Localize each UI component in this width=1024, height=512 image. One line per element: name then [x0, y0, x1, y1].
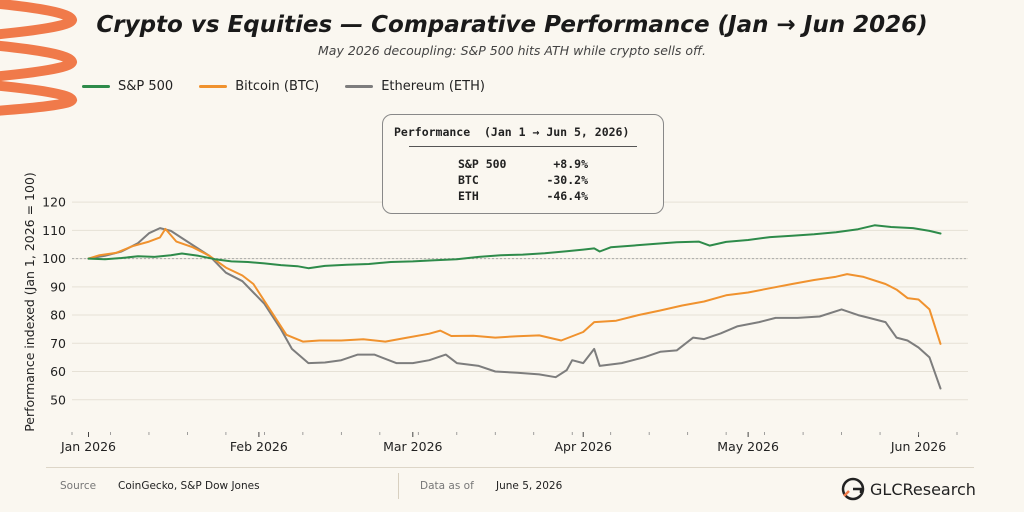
- performance-row-btc: BTC -30.2%: [458, 173, 588, 187]
- x-tick-label: Jan 2026: [60, 439, 116, 454]
- performance-divider: [409, 146, 637, 147]
- brand-logo-arcs: [0, 0, 78, 116]
- y-tick-label: 60: [50, 364, 66, 379]
- footer-source-value: CoinGecko, S&P Dow Jones: [118, 480, 260, 492]
- x-tick-label: Mar 2026: [383, 439, 442, 454]
- legend-item-sp500: S&P 500: [82, 79, 173, 94]
- chart-subtitle: May 2026 decoupling: S&P 500 hits ATH wh…: [318, 43, 706, 58]
- chart-legend: S&P 500 Bitcoin (BTC) Ethereum (ETH): [82, 79, 485, 94]
- x-tick-label: Jun 2026: [890, 439, 946, 454]
- chart-title: Crypto vs Equities — Comparative Perform…: [96, 12, 928, 38]
- performance-label: ETH: [458, 189, 479, 203]
- performance-summary-box: Performance (Jan 1 → Jun 5, 2026) S&P 50…: [382, 114, 664, 214]
- brand-name: GLCResearch: [870, 479, 976, 499]
- brand-logo: GLCResearch: [840, 476, 976, 502]
- footer-separator: [398, 473, 399, 499]
- series-line-eth: [87, 227, 942, 390]
- performance-value: +8.9%: [553, 157, 588, 171]
- y-tick-label: 120: [42, 195, 66, 210]
- footer-asof-value: June 5, 2026: [496, 480, 563, 492]
- performance-label: S&P 500: [458, 157, 507, 171]
- performance-row-eth: ETH -46.4%: [458, 189, 588, 203]
- legend-swatch-eth: [345, 85, 374, 88]
- y-tick-label: 90: [50, 279, 66, 294]
- y-tick-label: 110: [42, 223, 66, 238]
- performance-row-sp500: S&P 500 +8.9%: [458, 157, 588, 171]
- series-line-sp500: [87, 224, 942, 270]
- legend-item-btc: Bitcoin (BTC): [199, 79, 319, 94]
- x-tick-label: May 2026: [717, 439, 779, 454]
- performance-value: -46.4%: [546, 189, 588, 203]
- y-tick-label: 70: [50, 336, 66, 351]
- footer-asof-label: Data as of: [420, 480, 474, 492]
- performance-heading: Performance (Jan 1 → Jun 5, 2026): [394, 125, 630, 139]
- brand-mark-icon: [841, 477, 865, 501]
- legend-label-sp500: S&P 500: [118, 79, 174, 94]
- y-tick-label: 100: [42, 251, 66, 266]
- y-tick-label: 50: [50, 392, 66, 407]
- performance-value: -30.2%: [546, 173, 588, 187]
- legend-label-btc: Bitcoin (BTC): [235, 79, 320, 94]
- legend-swatch-btc: [199, 85, 228, 88]
- footer-divider-line: [46, 467, 974, 468]
- legend-item-eth: Ethereum (ETH): [345, 79, 485, 94]
- legend-swatch-sp500: [82, 85, 110, 88]
- y-tick-label: 80: [50, 308, 66, 323]
- y-axis-label: Performance indexed (Jan 1, 2026 = 100): [22, 172, 37, 432]
- footer-source-label: Source: [60, 480, 97, 492]
- legend-label-eth: Ethereum (ETH): [381, 79, 485, 94]
- x-tick-label: Apr 2026: [555, 439, 612, 454]
- performance-label: BTC: [458, 173, 479, 187]
- x-tick-label: Feb 2026: [230, 439, 288, 454]
- series-line-btc: [87, 227, 942, 345]
